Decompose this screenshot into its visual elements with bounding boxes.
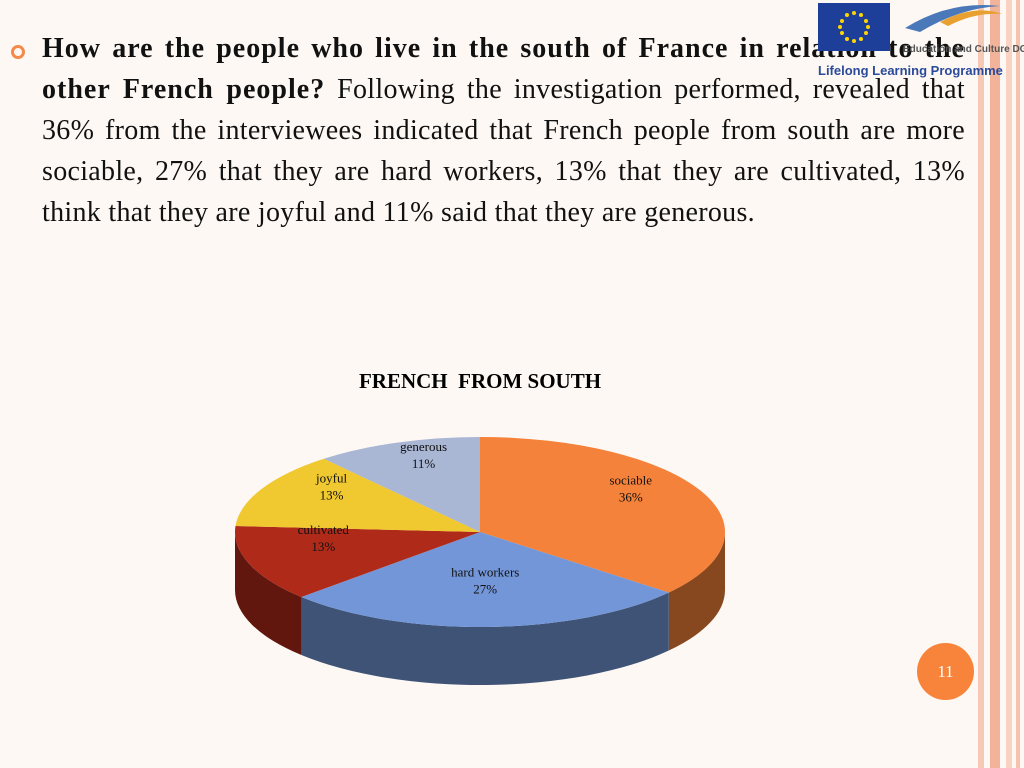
- value-label: 36%: [619, 489, 643, 504]
- chart-title: FRENCH FROM SOUTH: [359, 369, 601, 393]
- slice: [480, 437, 725, 593]
- slice-label: generous: [400, 439, 447, 454]
- stripe: [990, 0, 1000, 768]
- logo-swoosh: [940, 10, 1002, 26]
- slice: [301, 532, 669, 628]
- bullet: [11, 45, 25, 59]
- value-label: 13%: [311, 539, 335, 554]
- slice: [235, 458, 480, 532]
- value-label: 11%: [412, 456, 436, 471]
- body-text: Following the investigation performed, r…: [42, 74, 965, 228]
- paragraph: How are the people who live in the south…: [42, 28, 965, 233]
- slice-label: hard workers: [451, 565, 519, 580]
- eu-stars: [838, 11, 870, 43]
- value-label: 13%: [320, 488, 344, 503]
- eu-flag: [818, 3, 890, 51]
- slice-side: [235, 532, 302, 656]
- slice-side: [668, 532, 725, 651]
- slice-label: joyful: [315, 471, 347, 486]
- question: How are the people who live in the south…: [42, 33, 965, 105]
- stripe: [1016, 0, 1020, 768]
- slice-label: sociable: [609, 472, 652, 487]
- logo-swoosh: [905, 4, 1000, 32]
- slice: [235, 526, 480, 598]
- stripe: [978, 0, 984, 768]
- slice-side: [301, 592, 669, 686]
- logo-text: Lifelong Learning Programme: [818, 63, 1003, 78]
- stripe: [1006, 0, 1012, 768]
- slice: [323, 437, 480, 532]
- value-label: 27%: [473, 582, 497, 597]
- page-number: 11: [917, 643, 974, 700]
- logo-text: Education and Culture DG: [903, 44, 1024, 55]
- slice-label: cultivated: [298, 522, 350, 537]
